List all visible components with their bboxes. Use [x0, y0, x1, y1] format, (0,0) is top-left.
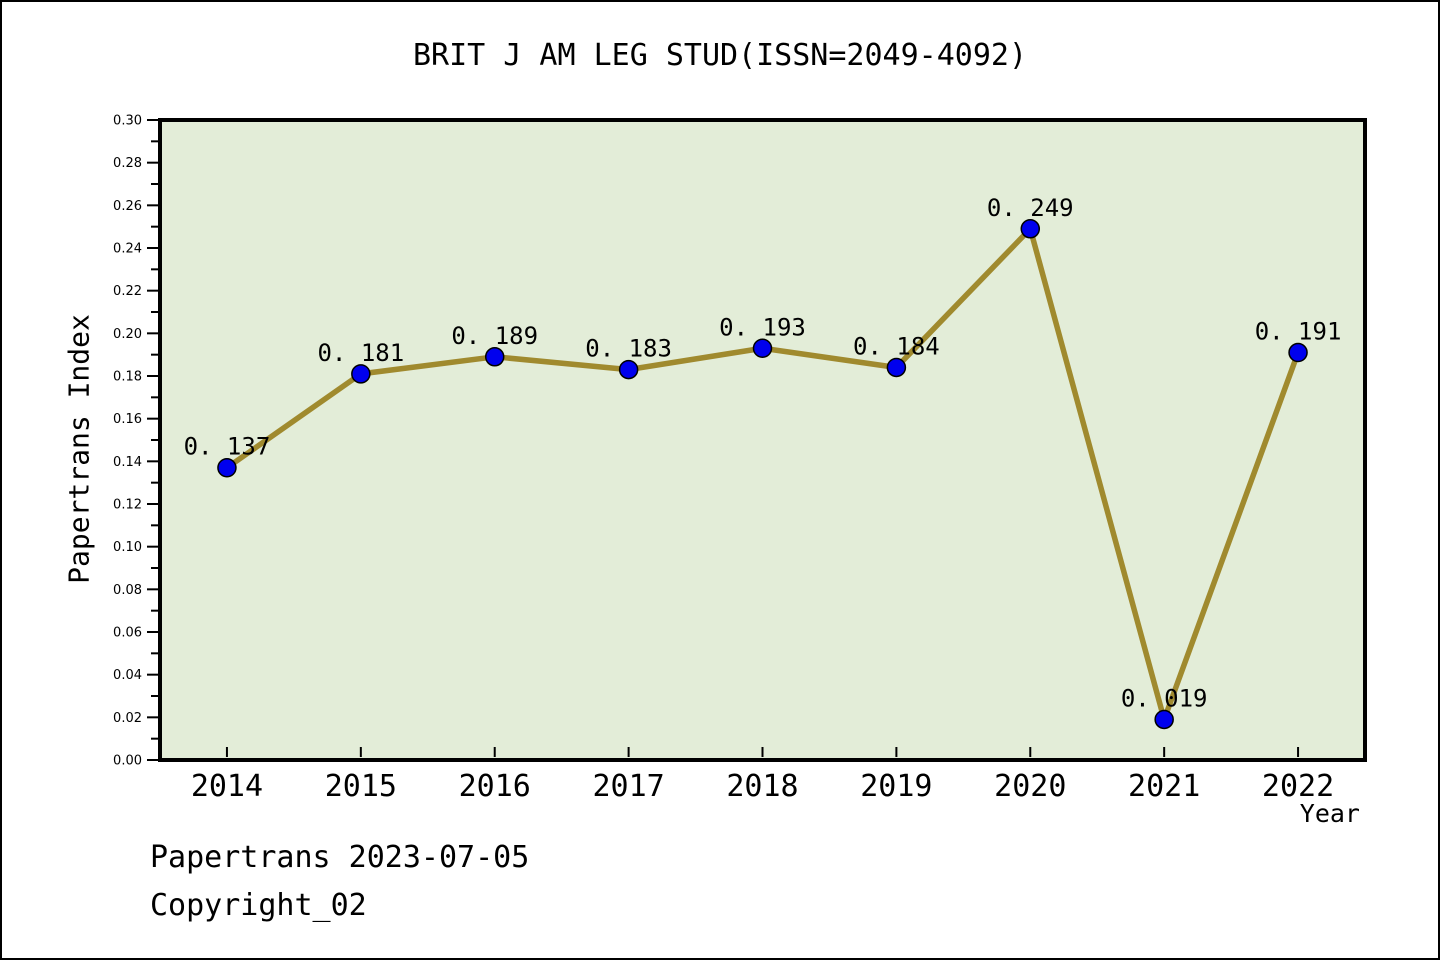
point-label: 0. 249: [987, 194, 1074, 222]
y-tick-label: 0.08: [113, 583, 142, 598]
data-point: [217, 457, 237, 478]
x-tick-label: 2016: [459, 769, 531, 804]
y-tick-label: 0.16: [113, 412, 142, 427]
chart-title: BRIT J AM LEG STUD(ISSN=2049-4092): [412, 38, 1028, 73]
data-point: [886, 357, 907, 378]
point-label: 0. 137: [184, 433, 271, 461]
x-tick-label: 2015: [325, 769, 397, 804]
watermark-copyright: Copyright_02: [150, 888, 367, 923]
y-tick-label: 0.24: [113, 242, 142, 257]
point-label: 0. 184: [853, 332, 940, 360]
plot-background: [158, 118, 1367, 762]
data-point: [351, 364, 371, 384]
x-tick-label: 2019: [860, 769, 932, 804]
y-tick-label: 0.30: [113, 114, 142, 129]
y-tick-label: 0.22: [113, 284, 142, 299]
y-tick-label: 0.02: [113, 711, 142, 726]
x-axis-label: Year: [1299, 799, 1360, 828]
y-tick-label: 0.10: [113, 540, 142, 555]
y-tick-label: 0.06: [113, 626, 142, 641]
point-label: 0. 193: [719, 313, 806, 341]
x-tick-label: 2018: [726, 769, 798, 804]
x-tick-label: 2022: [1262, 769, 1334, 804]
y-tick-label: 0.14: [113, 455, 142, 470]
data-points: 0. 137 0. 181 0. 189 0. 183 0. 193 0. 184 0. 2…: [184, 194, 1342, 730]
data-point: [1288, 342, 1308, 363]
point-label: 0. 183: [585, 335, 672, 363]
y-tick-label: 0.12: [113, 498, 142, 513]
x-tick-label: 2017: [592, 769, 664, 804]
x-tick-label: 2014: [191, 769, 263, 804]
point-label: 0. 181: [317, 339, 404, 367]
data-point: [752, 338, 773, 359]
y-tick-label: 0.00: [113, 754, 142, 769]
data-point: [484, 347, 505, 367]
y-tick-label: 0.28: [113, 156, 142, 171]
point-label: 0. 191: [1255, 318, 1342, 346]
y-tick-label: 0.20: [113, 327, 142, 342]
watermark-date: Papertrans 2023-07-05: [150, 840, 530, 875]
y-tick-label: 0.26: [113, 199, 142, 214]
x-axis-ticks: 2014 2015 2016 2017 2018 2019 2020 2021 2022: [191, 747, 1334, 804]
y-tick-label: 0.04: [113, 668, 142, 683]
data-point: [618, 359, 639, 380]
point-label: 0. 019: [1121, 684, 1208, 712]
data-point: [1020, 219, 1041, 239]
y-tick-label: 0.18: [113, 370, 142, 385]
point-label: 0. 189: [451, 322, 538, 350]
x-tick-label: 2021: [1128, 769, 1200, 804]
x-tick-label: 2020: [994, 769, 1066, 804]
y-axis-ticks: 0.00 0.02 0.04 0.06 0.08 0.10 0.12 0.14 0.16 0.18…: [113, 114, 158, 769]
data-point: [1154, 709, 1174, 730]
